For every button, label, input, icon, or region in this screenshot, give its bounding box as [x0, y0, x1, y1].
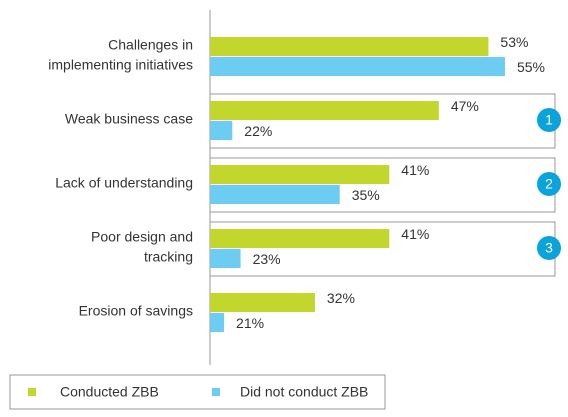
badge: [537, 236, 561, 260]
bar: [210, 57, 505, 76]
badge: [537, 172, 561, 196]
value-label: 32%: [327, 290, 355, 306]
bar: [210, 165, 390, 184]
legend-box: [9, 374, 386, 410]
bar: [210, 101, 439, 120]
value-label: 23%: [253, 251, 281, 267]
category-label: Lack of understanding: [55, 175, 193, 191]
category-label: implementing initiatives: [48, 57, 193, 73]
category-label: Poor design and: [91, 229, 193, 245]
value-label: 53%: [500, 34, 528, 50]
bar: [210, 293, 315, 312]
bar: [210, 37, 489, 56]
badge-label: 3: [545, 240, 553, 256]
value-label: 41%: [401, 162, 429, 178]
value-label: 41%: [401, 226, 429, 242]
value-label: 55%: [517, 59, 545, 75]
legend-label: Did not conduct ZBB: [240, 384, 368, 400]
value-label: 22%: [244, 123, 272, 139]
category-label: Erosion of savings: [79, 303, 193, 319]
value-label: 47%: [451, 98, 479, 114]
legend-swatch: [212, 388, 220, 396]
badge-label: 1: [545, 112, 553, 128]
bar: [210, 121, 233, 140]
badge: [537, 108, 561, 132]
category-label: tracking: [144, 249, 193, 265]
legend-swatch: [28, 388, 36, 396]
bar: [210, 185, 340, 204]
bar: [210, 229, 390, 248]
bar: [210, 313, 225, 332]
badge-label: 2: [545, 176, 553, 192]
category-label: Weak business case: [65, 111, 193, 127]
value-label: 35%: [352, 187, 380, 203]
value-label: 21%: [236, 315, 264, 331]
legend-label: Conducted ZBB: [60, 384, 159, 400]
category-label: Challenges in: [108, 37, 193, 53]
bar: [210, 249, 241, 268]
